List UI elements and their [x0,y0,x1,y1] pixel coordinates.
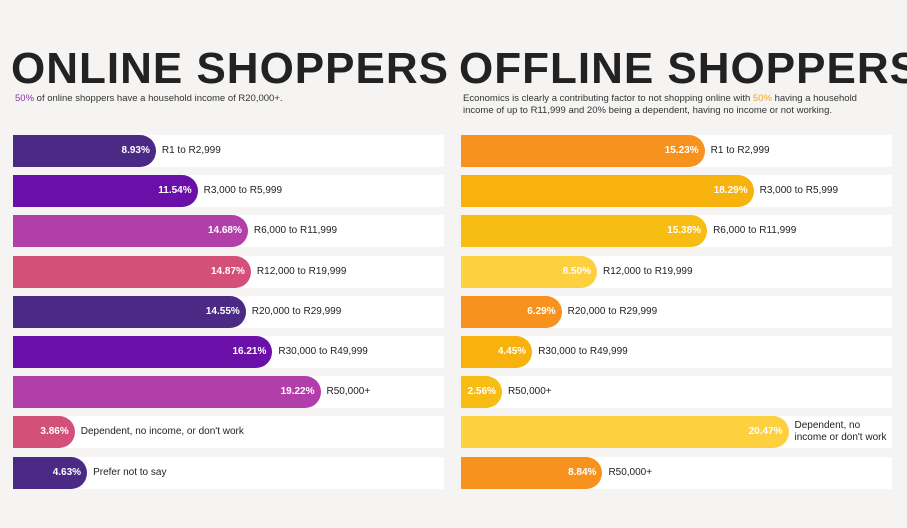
value-label: 14.68% [207,225,242,237]
value-label: 8.50% [562,265,591,277]
bar-row: 15.23% R1 to R2,999 [461,135,892,167]
category-label: R30,000 to R49,999 [278,346,368,357]
category-label: R6,000 to R11,999 [253,225,338,237]
category-label: R12,000 to R19,999 [256,265,347,277]
bar-row: 14.68% R6,000 to R11,999 [13,215,444,248]
bar: 8.50% [461,255,597,288]
bar-row: 4.45% R30,000 to R49,999 [461,336,892,368]
value-label: 11.54% [158,185,192,197]
subtitle-highlight: 50% [15,93,35,104]
bar: 11.54% [13,175,198,208]
bar-row: 18.29% R3,000 to R5,999 [461,175,892,208]
bar: 4.63% [13,456,88,489]
value-label: 15.38% [667,225,702,237]
bar-row: 8.93% R1 to R2,999 [13,135,444,167]
value-label: 16.21% [232,346,267,357]
subtitle: 50% of online shoppers have a household … [15,93,435,105]
value-label: 19.22% [280,386,315,398]
subtitle-text: of online shoppers have a household inco… [36,93,283,104]
bar-row: 3.86% Dependent, no income, or don't work [13,416,444,449]
chart-title: OFFLINE SHOPPERS [459,44,907,93]
value-label: 8.84% [568,466,597,478]
bar: 19.22% [13,376,321,409]
value-label: 14.87% [210,265,245,277]
subtitle-text: having a household income of up to R11,9… [463,93,857,116]
bar: 6.29% [461,295,562,328]
bar-row: 16.21% R30,000 to R49,999 [13,336,444,368]
bar: 14.55% [13,295,246,328]
value-label: 14.55% [205,305,240,317]
bar: 16.21% [13,336,273,368]
category-label: R20,000 to R29,999 [251,305,342,317]
bar: 2.56% [461,376,502,409]
subtitle-text: Economics is clearly a contributing fact… [463,93,751,104]
bar-row: 6.29% R20,000 to R29,999 [461,295,892,328]
value-label: 4.63% [52,466,82,478]
value-label: 2.56% [467,386,496,398]
value-label: 20.47% [748,426,783,438]
chart-title: ONLINE SHOPPERS [11,44,449,93]
subtitle: Economics is clearly a contributing fact… [463,93,883,117]
bar-row: 14.55% R20,000 to R29,999 [13,295,444,328]
category-label: Prefer not to say [93,466,167,478]
bar: 15.23% [461,135,705,167]
bar: 20.47% [461,416,789,449]
bar-row: 4.63% Prefer not to say [13,456,444,489]
value-label: 18.29% [713,185,748,197]
category-label: R50,000+ [507,386,552,398]
bar-row: 8.50% R12,000 to R19,999 [461,255,892,288]
category-label: R3,000 to R5,999 [203,185,283,197]
bar-row: 2.56% R50,000+ [461,376,892,409]
category-label: R50,000+ [326,386,371,398]
value-label: 4.45% [497,346,527,357]
bar-row: 14.87% R12,000 to R19,999 [13,255,444,288]
subtitle-highlight: 50% [752,93,772,104]
bar: 15.38% [461,215,708,248]
category-label: R6,000 to R11,999 [713,225,797,237]
bar-row: 19.22% R50,000+ [13,376,444,409]
bar-row: 8.84% R50,000+ [461,456,892,489]
category-label: Dependent, no income or don't work [794,420,887,444]
bar: 3.86% [13,416,75,449]
category-label: R1 to R2,999 [710,145,770,156]
bar: 4.45% [461,336,533,368]
category-label: R50,000+ [608,466,653,478]
category-label: R12,000 to R19,999 [603,265,693,277]
bar-row: 11.54% R3,000 to R5,999 [13,175,444,208]
category-label: R20,000 to R29,999 [567,305,658,317]
value-label: 8.93% [121,145,150,156]
bar: 14.68% [13,215,248,248]
value-label: 6.29% [527,305,556,317]
value-label: 3.86% [40,426,69,438]
value-label: 15.23% [664,145,699,156]
category-label: R3,000 to R5,999 [759,185,839,197]
bar: 18.29% [461,175,754,208]
category-label: R30,000 to R49,999 [538,346,628,357]
category-label: R1 to R2,999 [161,145,221,156]
category-label: Dependent, no income, or don't work [80,426,244,438]
bar: 14.87% [13,255,251,288]
bar-row: 15.38% R6,000 to R11,999 [461,215,892,248]
bar-row: 20.47% Dependent, no income or don't work [461,416,892,449]
bar: 8.84% [461,456,603,489]
bar: 8.93% [13,135,156,167]
